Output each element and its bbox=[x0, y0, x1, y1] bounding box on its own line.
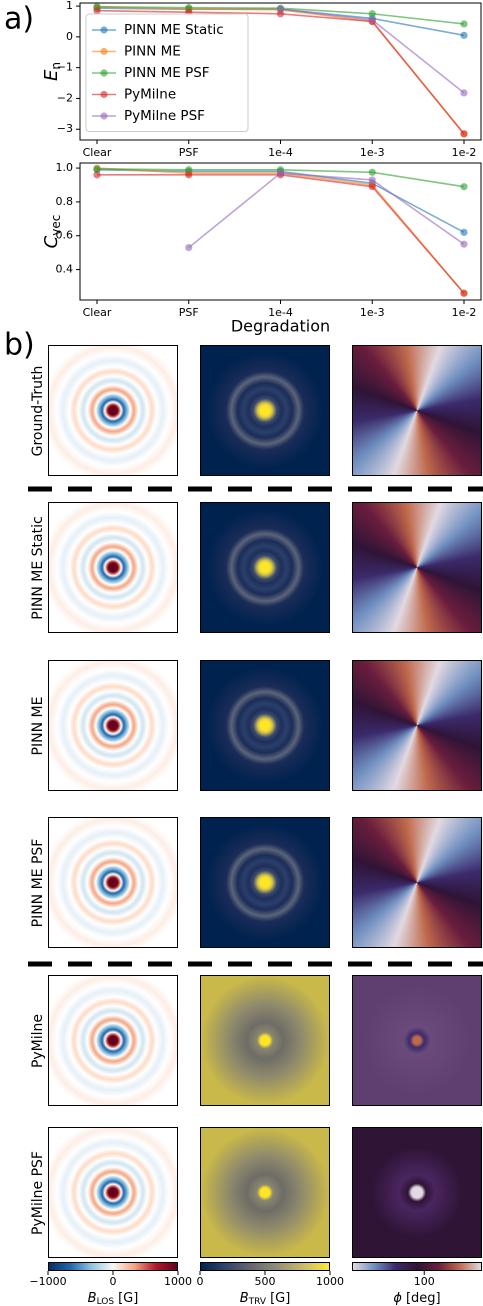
colorbar-label-unit: [G] bbox=[270, 1291, 290, 1306]
colorbar-tick-label: 0 bbox=[110, 1275, 117, 1288]
legend-marker bbox=[100, 69, 107, 76]
colorbar-label: ϕ [deg] bbox=[393, 1291, 440, 1306]
series-marker bbox=[460, 130, 467, 137]
figure: a) b) −3−2−101ClearPSF1e-41e-31e-2EnPINN… bbox=[0, 0, 483, 1306]
x-tick-label: Clear bbox=[83, 146, 112, 159]
x-tick-label: Clear bbox=[83, 306, 112, 319]
row-label: Ground-Truth bbox=[30, 366, 46, 457]
series-marker bbox=[369, 10, 376, 17]
series-marker bbox=[93, 7, 100, 14]
series-marker bbox=[460, 183, 467, 190]
series-marker bbox=[369, 16, 376, 23]
legend-marker bbox=[100, 112, 107, 119]
colorbar-label-unit: [deg] bbox=[406, 1291, 441, 1306]
y-tick-label: −2 bbox=[57, 91, 73, 104]
y-axis-label-sub: n bbox=[49, 62, 63, 70]
series-marker bbox=[460, 89, 467, 96]
row-label: PyMilne PSF bbox=[30, 1151, 46, 1235]
colorbar-label-sub: TRV bbox=[248, 1297, 267, 1306]
y-tick-label: 0.8 bbox=[56, 195, 74, 208]
legend-marker bbox=[100, 48, 107, 55]
y-axis-label-sub: vec bbox=[49, 215, 63, 236]
colorbar-tick-label: 0 bbox=[197, 1275, 204, 1288]
colorbar-label-sub: LOS bbox=[97, 1297, 115, 1306]
series-marker bbox=[369, 183, 376, 190]
series-marker bbox=[185, 244, 192, 251]
series-marker bbox=[369, 176, 376, 183]
y-axis-label: Cvec bbox=[41, 215, 63, 249]
x-tick-label: PSF bbox=[179, 146, 199, 159]
x-axis-label: Degradation bbox=[231, 317, 330, 336]
row-label: PyMilne bbox=[30, 1014, 46, 1068]
panel-label: b) bbox=[4, 328, 35, 363]
panel-label: a) bbox=[4, 2, 34, 37]
legend-label: PyMilne bbox=[124, 87, 176, 103]
y-tick-label: 0 bbox=[66, 30, 73, 43]
colorbar-label-symbol: ϕ bbox=[393, 1291, 402, 1306]
x-tick-label: 1e-3 bbox=[360, 306, 385, 319]
figure-svg: a) b) −3−2−101ClearPSF1e-41e-31e-2EnPINN… bbox=[0, 0, 483, 1306]
legend-marker bbox=[100, 26, 107, 33]
series-line bbox=[97, 170, 464, 233]
row-label: PINN ME bbox=[30, 697, 46, 756]
series-line bbox=[97, 168, 464, 293]
series-marker bbox=[460, 229, 467, 236]
row-label: PINN ME Static bbox=[30, 516, 46, 619]
series-marker bbox=[460, 290, 467, 297]
colorbar-label-unit: [G] bbox=[118, 1291, 138, 1306]
x-tick-label: 1e-2 bbox=[452, 146, 477, 159]
series-marker bbox=[277, 6, 284, 13]
colorbar-tick-label: −1000 bbox=[29, 1275, 66, 1288]
series-marker bbox=[93, 171, 100, 178]
x-tick-label: 1e-2 bbox=[452, 306, 477, 319]
colorbar-label-symbol: B bbox=[240, 1291, 249, 1306]
x-tick-label: 1e-4 bbox=[268, 146, 293, 159]
plot-frame bbox=[80, 163, 481, 300]
legend-label: PINN ME PSF bbox=[124, 65, 210, 81]
series-marker bbox=[277, 170, 284, 177]
y-tick-label: 0.4 bbox=[56, 263, 74, 276]
legend-marker bbox=[100, 91, 107, 98]
y-axis-label-symbol: E bbox=[41, 69, 62, 81]
legend-label: PINN ME Static bbox=[124, 22, 224, 38]
y-tick-label: 1.0 bbox=[56, 161, 74, 174]
y-axis-label: En bbox=[41, 62, 63, 81]
series-line bbox=[97, 175, 464, 293]
series-marker bbox=[185, 171, 192, 178]
series-marker bbox=[460, 32, 467, 39]
colorbar-tick-label: 500 bbox=[255, 1275, 276, 1288]
colorbar-tick-label: 100 bbox=[414, 1275, 435, 1288]
legend-label: PINN ME bbox=[124, 44, 181, 60]
series-marker bbox=[369, 169, 376, 176]
y-tick-label: 1 bbox=[66, 0, 73, 12]
colorbar-label: BTRV[G] bbox=[240, 1291, 291, 1306]
colorbar-label-symbol: B bbox=[88, 1291, 97, 1306]
series-marker bbox=[460, 20, 467, 27]
row-label: PINN ME PSF bbox=[30, 839, 46, 928]
series-marker bbox=[460, 241, 467, 248]
colorbar-label: BLOS[G] bbox=[88, 1291, 139, 1306]
colorbar-tick-label: 1000 bbox=[164, 1275, 192, 1288]
colorbar-tick-label: 1000 bbox=[316, 1275, 344, 1288]
y-tick-label: −3 bbox=[57, 122, 73, 135]
legend-label: PyMilne PSF bbox=[124, 108, 205, 124]
x-tick-label: PSF bbox=[179, 306, 199, 319]
y-axis-label-symbol: C bbox=[41, 235, 62, 248]
x-tick-label: 1e-3 bbox=[360, 146, 385, 159]
